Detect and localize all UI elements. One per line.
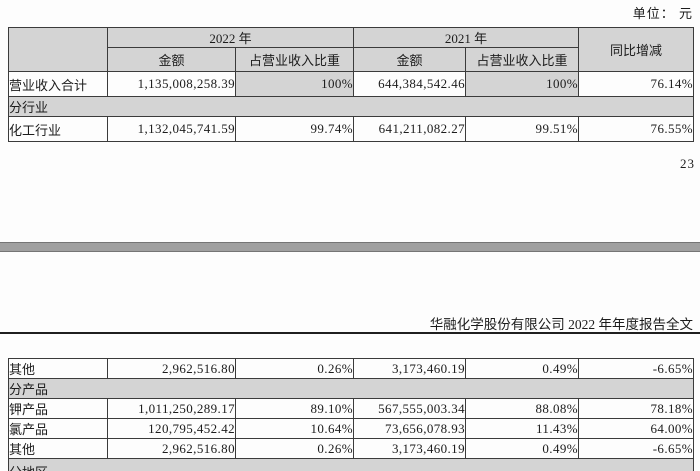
cell-share-2021: 0.49% bbox=[465, 438, 579, 459]
cell-share-2022: 0.26% bbox=[235, 438, 354, 459]
col-header-share-2021: 占营业收入比重 bbox=[465, 47, 580, 72]
header-rule bbox=[0, 332, 700, 334]
row-label: 钾产品 bbox=[8, 398, 108, 419]
report-title-header: 华融化学股份有限公司 2022 年年度报告全文 bbox=[429, 317, 693, 332]
col-header-year-2022: 2022 年 bbox=[106, 27, 355, 48]
cell-yoy: -6.65% bbox=[578, 358, 694, 379]
cell-amount-2021: 567,555,003.34 bbox=[353, 398, 466, 419]
table-row-chemical-industry: 化工行业 1,132,045,741.59 99.74% 641,211,082… bbox=[8, 116, 695, 142]
band-row-by-product: 分产品 bbox=[8, 378, 694, 399]
cell-amount-2022: 2,962,516.80 bbox=[107, 358, 236, 379]
unit-label: 单位： 元 bbox=[632, 6, 693, 21]
cell-share-2022: 99.74% bbox=[234, 116, 355, 142]
cell-amount-2022: 2,962,516.80 bbox=[107, 438, 236, 459]
cell-share-2021: 100% bbox=[465, 71, 580, 97]
page-separator bbox=[0, 242, 700, 252]
band-row-by-industry: 分行业 bbox=[7, 96, 695, 117]
table-row-total-revenue: 营业收入合计 1,135,008,258.39 100% 644,384,542… bbox=[8, 71, 695, 97]
cell-yoy: 78.18% bbox=[578, 398, 694, 419]
cell-amount-2021: 73,656,078.93 bbox=[353, 418, 466, 439]
cell-amount-2021: 641,211,082.27 bbox=[353, 116, 467, 142]
row-label: 化工行业 bbox=[8, 116, 108, 142]
cell-share-2022: 0.26% bbox=[235, 358, 354, 379]
col-header-year-2021: 2021 年 bbox=[353, 27, 580, 48]
cell-amount-2022: 1,135,008,258.39 bbox=[107, 71, 236, 97]
cell-share-2021: 11.43% bbox=[465, 418, 579, 439]
table-row-other: 其他 2,962,516.80 0.26% 3,173,460.19 0.49%… bbox=[8, 358, 694, 379]
table-row-potassium-products: 钾产品 1,011,250,289.17 89.10% 567,555,003.… bbox=[8, 398, 694, 419]
col-header-amount-2022: 金额 bbox=[107, 47, 236, 72]
col-header-amount-2021: 金额 bbox=[353, 47, 467, 72]
cell-share-2022: 100% bbox=[234, 71, 355, 97]
col-header-share-2022: 占营业收入比重 bbox=[234, 47, 355, 72]
cell-amount-2021: 644,384,542.46 bbox=[353, 71, 467, 97]
table-row-other-2: 其他 2,962,516.80 0.26% 3,173,460.19 0.49%… bbox=[8, 438, 694, 459]
cell-amount-2022: 1,132,045,741.59 bbox=[107, 116, 236, 142]
table-header-row-metrics: 金额 占营业收入比重 金额 占营业收入比重 bbox=[9, 47, 694, 72]
cell-share-2021: 0.49% bbox=[465, 358, 579, 379]
band-label: 分行业 bbox=[7, 96, 695, 117]
table-header-row-years: 2022 年 2021 年 同比增减 bbox=[8, 27, 695, 72]
cell-share-2022: 10.64% bbox=[235, 418, 354, 439]
revenue-table-continued: 其他 2,962,516.80 0.26% 3,173,460.19 0.49%… bbox=[8, 358, 694, 471]
page-number: 23 bbox=[680, 156, 695, 171]
corner-cell bbox=[8, 27, 108, 72]
cell-amount-2021: 3,173,460.19 bbox=[353, 358, 466, 379]
cell-share-2021: 99.51% bbox=[465, 116, 580, 142]
col-header-yoy-change: 同比增减 bbox=[578, 27, 695, 72]
cell-share-2022: 89.10% bbox=[235, 398, 354, 419]
cell-share-2021: 88.08% bbox=[465, 398, 579, 419]
row-label: 营业收入合计 bbox=[8, 71, 108, 97]
row-label: 其他 bbox=[8, 438, 108, 459]
row-label: 氯产品 bbox=[8, 418, 108, 439]
row-label: 其他 bbox=[8, 358, 108, 379]
table-row-chlorine-products: 氯产品 120,795,452.42 10.64% 73,656,078.93 … bbox=[8, 418, 694, 439]
revenue-table: 2022 年 2021 年 同比增减 金额 占营业收入比重 金额 占营业收入比重… bbox=[7, 27, 695, 142]
cell-yoy: 64.00% bbox=[578, 418, 694, 439]
band-row-by-region: 分地区 bbox=[8, 458, 694, 471]
cell-yoy: 76.14% bbox=[578, 71, 695, 97]
band-label: 分地区 bbox=[8, 458, 694, 471]
cell-amount-2021: 3,173,460.19 bbox=[353, 438, 466, 459]
cell-yoy: -6.65% bbox=[578, 438, 694, 459]
cell-yoy: 76.55% bbox=[578, 116, 695, 142]
band-label: 分产品 bbox=[8, 378, 694, 399]
cell-amount-2022: 1,011,250,289.17 bbox=[107, 398, 236, 419]
cell-amount-2022: 120,795,452.42 bbox=[107, 418, 236, 439]
